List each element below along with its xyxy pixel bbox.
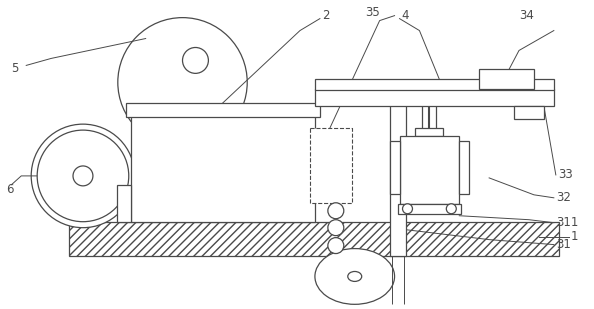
Text: 35: 35	[365, 6, 380, 19]
Text: 6: 6	[7, 183, 14, 196]
Circle shape	[182, 48, 208, 73]
Bar	[315, 89, 554, 106]
Text: 2: 2	[322, 9, 330, 22]
Text: 4: 4	[402, 9, 409, 22]
Text: 34: 34	[519, 9, 534, 22]
Text: 311: 311	[556, 216, 578, 229]
Circle shape	[31, 124, 135, 228]
Circle shape	[403, 204, 412, 214]
Bar	[390, 141, 400, 194]
Text: 1: 1	[571, 230, 579, 243]
Bar	[400, 136, 459, 204]
Bar	[390, 103, 406, 256]
Bar	[131, 115, 315, 222]
Text: 31: 31	[556, 238, 571, 251]
Circle shape	[328, 220, 344, 236]
Bar	[479, 70, 534, 89]
Bar	[117, 185, 131, 222]
Bar	[315, 79, 554, 90]
Circle shape	[118, 18, 247, 147]
Bar	[69, 222, 559, 256]
Bar	[459, 141, 469, 194]
Circle shape	[37, 130, 129, 222]
Ellipse shape	[315, 248, 394, 304]
Bar	[310, 128, 352, 203]
Text: 5: 5	[11, 62, 18, 75]
Bar	[415, 128, 443, 136]
Bar	[126, 103, 320, 117]
Bar	[514, 106, 544, 119]
Circle shape	[73, 166, 93, 186]
Bar	[397, 204, 462, 214]
Circle shape	[328, 238, 344, 254]
Circle shape	[446, 204, 456, 214]
Text: 32: 32	[556, 191, 571, 204]
Circle shape	[328, 203, 344, 219]
Text: 33: 33	[558, 168, 573, 181]
Ellipse shape	[347, 272, 362, 281]
